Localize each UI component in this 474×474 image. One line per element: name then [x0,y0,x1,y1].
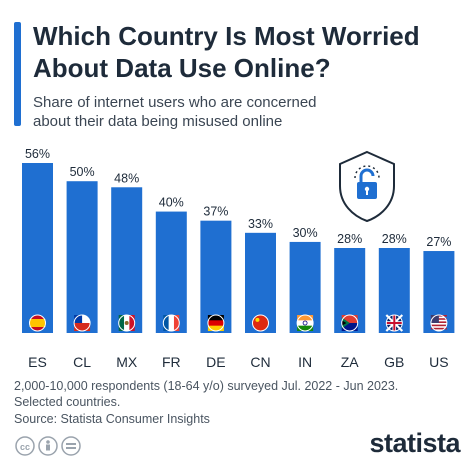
south-africa-flag-icon [341,314,359,332]
value-label-cn: 33% [248,217,273,231]
cc-icon[interactable]: cc [15,436,35,456]
license-icons[interactable]: cc [14,435,84,457]
svg-text:cc: cc [20,442,30,452]
france-flag-icon [162,314,180,332]
chart-subtitle: Share of internet users who are concerne… [33,93,373,131]
category-label-gb: GB [384,354,404,370]
value-label-cl: 50% [70,165,95,179]
chart-title-line-1: Which Country Is Most Worried [33,21,420,51]
value-label-gb: 28% [382,232,407,246]
value-label-de: 37% [203,205,228,219]
chart-title: Which Country Is Most Worried About Data… [33,20,463,84]
category-label-de: DE [206,354,225,370]
title-accent-bar [14,22,21,126]
statista-logo[interactable]: statista [369,428,460,458]
bar-fr [155,211,187,333]
uk-flag-icon [385,314,404,332]
category-label-es: ES [28,354,47,370]
equals-icon[interactable] [61,436,81,456]
category-label-in: IN [298,354,312,370]
chart-subtitle-line-2: about their data being misused online [33,113,283,130]
category-label-za: ZA [341,354,360,370]
survey-note-line-1: 2,000-10,000 respondents (18-64 y/o) sur… [14,379,399,393]
category-label-cn: CN [250,354,270,370]
spain-flag-icon [29,314,46,332]
category-label-cl: CL [73,354,91,370]
value-label-es: 56% [25,147,50,161]
shield-lock-icon [339,150,395,223]
value-label-fr: 40% [159,196,184,210]
chile-flag-icon [73,314,91,332]
person-icon[interactable] [38,436,58,456]
mexico-flag-icon [118,314,136,332]
chart-subtitle-line-1: Share of internet users who are concerne… [33,94,317,111]
source-note: Source: Statista Consumer Insights [14,412,210,426]
survey-note-line-2: Selected countries. [14,395,121,409]
india-flag-icon [296,314,314,332]
survey-note: 2,000-10,000 respondents (18-64 y/o) sur… [14,378,464,410]
germany-flag-icon [207,314,225,332]
value-label-za: 28% [337,232,362,246]
bar-es [22,163,53,333]
value-label-mx: 48% [114,171,139,185]
bar-cl [66,181,98,333]
china-flag-icon [252,314,269,332]
bar-de [200,220,232,333]
chart-title-line-2: About Data Use Online? [33,53,331,83]
bar-chart: 56% ES 50% CL 48% MX 40% FR 37% DE 33% CN 30% IN 28% ZA… [22,147,455,370]
category-label-us: US [429,354,448,370]
value-label-us: 27% [426,235,451,249]
category-label-fr: FR [162,354,181,370]
value-label-in: 30% [293,226,318,240]
us-flag-icon [430,314,448,332]
category-label-mx: MX [116,354,138,370]
bar-mx [111,187,143,333]
